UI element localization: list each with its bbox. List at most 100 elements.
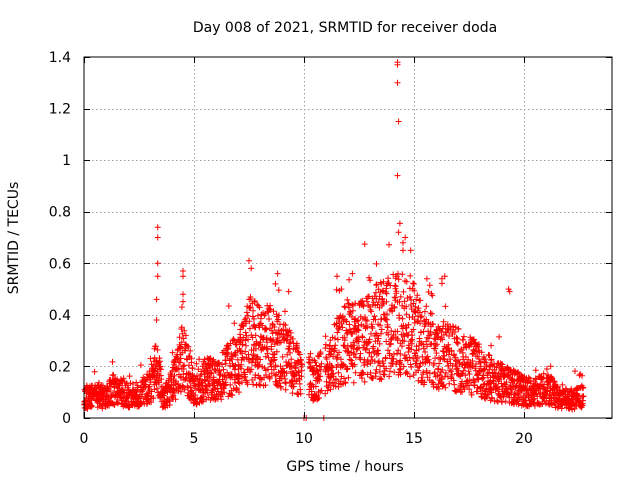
data-point-plus [279,353,286,360]
data-point-plus [415,305,422,312]
data-point-plus [243,332,250,339]
data-point-plus [262,353,269,360]
data-point-plus [351,351,358,357]
data-point-plus [246,325,253,332]
data-point-plus [428,310,435,317]
data-point-plus [410,300,417,307]
data-point-plus [180,384,187,390]
data-point-plus [142,377,149,384]
data-point-plus [362,322,369,329]
x-tick-label: 15 [405,431,423,447]
grid [84,57,612,418]
data-point-plus [362,314,368,321]
data-point-plus [422,349,429,355]
data-point-plus [469,363,475,370]
data-point-plus [288,363,295,370]
data-point-plus [307,350,314,357]
data-point-plus [458,346,465,353]
data-point-plus [405,321,412,328]
data-point-plus [255,312,261,319]
data-point-plus [499,399,505,406]
data-point-plus [256,304,263,311]
data-point-plus [386,373,393,380]
data-point-plus [237,347,244,354]
y-tick-label: 1.4 [49,50,71,66]
data-point-plus [98,402,105,409]
data-point-plus [373,260,380,267]
data-point-plus [188,359,195,366]
data-point-plus [421,379,428,386]
data-point-plus [368,308,375,315]
data-point-plus [380,287,387,294]
data-point-plus [246,318,253,325]
data-point-plus [395,118,402,125]
data-point-plus [407,247,414,254]
data-point-plus [272,362,279,369]
y-axis-label: SRMTID / TECUs [6,182,22,295]
data-point-plus [355,317,362,324]
data-point-plus [509,386,515,393]
data-point-plus [327,386,334,393]
data-point-plus [379,295,386,302]
data-point-plus [465,368,472,375]
data-point-plus [399,343,405,350]
data-point-plus [298,373,305,380]
data-point-plus [579,372,585,379]
data-point-plus [466,386,473,393]
data-point-plus [295,369,302,376]
data-point-plus [88,403,95,410]
data-point-plus [266,374,273,381]
data-point-plus [388,360,395,366]
data-point-plus [392,283,399,290]
data-point-plus [237,326,244,333]
data-point-plus [154,234,161,241]
data-point-plus [282,308,288,315]
data-point-plus [477,368,483,375]
data-point-plus [350,307,356,314]
data-point-plus [477,359,484,366]
data-point-plus [460,333,467,340]
data-point-plus [279,365,286,372]
data-point-plus [466,371,473,377]
data-point-plus [377,362,383,369]
data-point-plus [158,376,165,383]
data-point-plus [295,348,301,355]
data-point-plus [415,367,422,374]
data-point-plus [363,345,370,352]
y-tick-label: 0.6 [49,256,71,272]
data-point-plus [155,359,162,366]
data-point-plus [180,268,186,274]
axis-ticks: 0 5 10 15 20 0 0.2 0.4 0.6 0.8 1 1.2 1.4 [49,50,612,447]
data-point-plus [343,318,350,325]
data-point-plus [572,368,578,375]
data-point-plus [265,366,271,373]
data-point-plus [383,298,390,305]
data-point-plus [324,387,331,394]
data-point-plus [525,391,532,398]
data-point-plus [312,383,319,390]
data-point-plus [148,399,155,406]
data-point-plus [386,352,393,359]
data-point-plus [559,381,566,388]
data-point-plus [444,358,451,365]
data-point-plus [246,257,252,264]
y-tick-label: 0.8 [49,205,71,221]
data-point-plus [397,371,404,378]
data-point-plus [372,373,379,380]
data-point-plus [373,282,380,288]
data-point-plus [193,360,200,367]
data-point-plus [448,347,455,354]
data-point-plus [185,343,192,350]
data-point-plus [154,260,161,267]
data-point-plus [438,376,445,383]
data-point-plus [423,338,430,345]
data-point-plus [287,349,294,356]
data-point-plus [263,326,270,333]
data-point-plus [359,334,366,341]
data-point-plus [361,378,368,385]
data-point-plus [252,332,259,339]
data-point-plus [449,371,456,378]
data-point-plus [357,350,364,357]
data-point-plus [418,313,425,320]
data-point-plus [378,376,385,383]
